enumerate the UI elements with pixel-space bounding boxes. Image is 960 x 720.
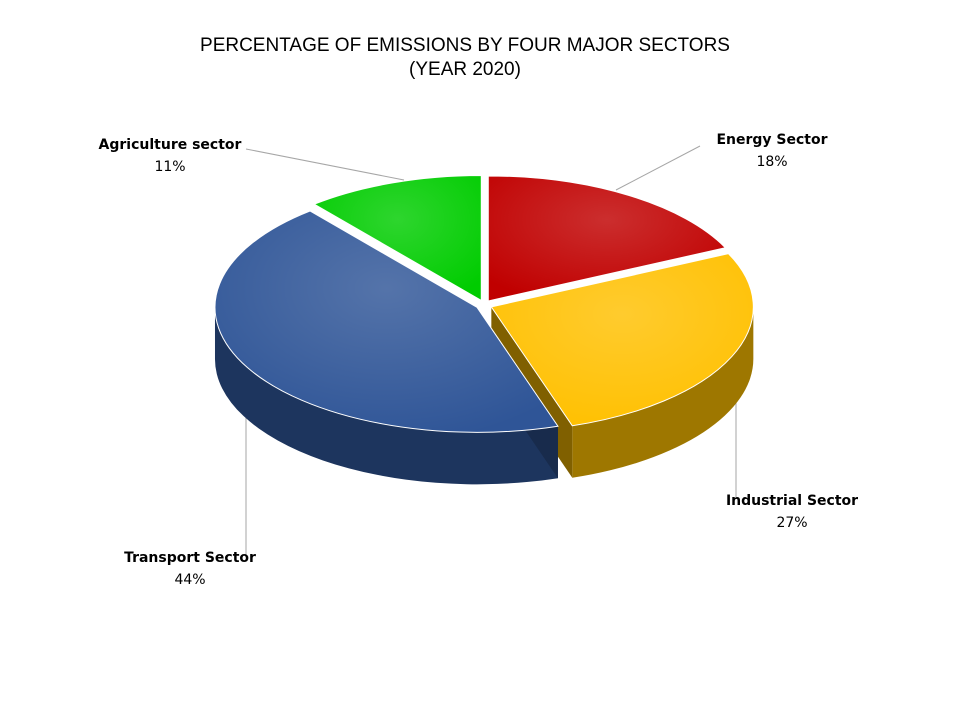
slice-highlight-2 xyxy=(214,210,558,433)
slice-label-3: Agriculture sector xyxy=(99,137,242,153)
slice-label-0: Energy Sector xyxy=(716,132,827,148)
slice-tops xyxy=(214,174,754,433)
slice-value-3: 11% xyxy=(154,159,185,175)
slice-highlight-1 xyxy=(491,253,754,426)
chart-subtitle: (YEAR 2020) xyxy=(409,59,521,80)
leader-lines xyxy=(245,145,737,556)
slice-highlight-0 xyxy=(488,175,726,301)
slice-label-2: Transport Sector xyxy=(124,550,256,566)
slice-value-2: 44% xyxy=(174,572,205,588)
leader-line-3 xyxy=(245,148,405,181)
chart-title: PERCENTAGE OF EMISSIONS BY FOUR MAJOR SE… xyxy=(200,35,730,56)
slice-labels: Energy Sector 18% Industrial Sector 27% Tran… xyxy=(99,132,859,588)
slice-highlight-3 xyxy=(314,175,482,301)
slice-side-1 xyxy=(572,306,754,478)
chart-title-block: PERCENTAGE OF EMISSIONS BY FOUR MAJOR SE… xyxy=(0,34,930,82)
slice-value-1: 27% xyxy=(776,515,807,531)
slice-label-1: Industrial Sector xyxy=(726,493,858,509)
leader-line-0 xyxy=(615,145,701,191)
slice-side-2 xyxy=(214,307,558,485)
slice-value-0: 18% xyxy=(756,154,787,170)
